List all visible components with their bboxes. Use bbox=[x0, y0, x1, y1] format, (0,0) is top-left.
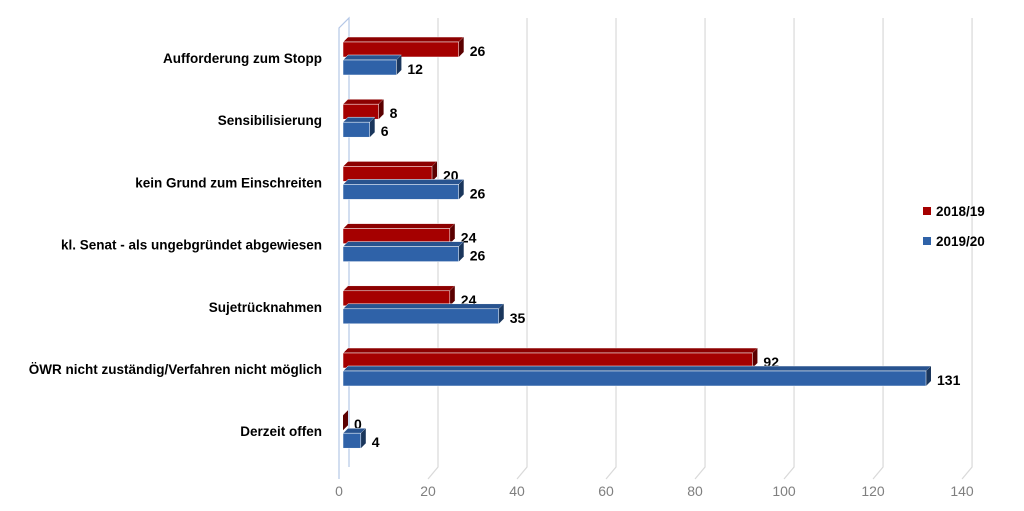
x-tick-label: 0 bbox=[335, 483, 343, 499]
bar-2018-19 bbox=[342, 347, 759, 369]
legend-label: 2019/20 bbox=[936, 234, 985, 249]
x-tick-label: 140 bbox=[950, 483, 974, 499]
bar-side-face bbox=[752, 348, 758, 368]
bar-2019-20 bbox=[342, 241, 465, 262]
category-label: Aufforderung zum Stopp bbox=[163, 51, 322, 66]
data-label: 26 bbox=[470, 185, 486, 201]
data-label: 26 bbox=[470, 43, 486, 59]
bar-front-face bbox=[342, 308, 500, 325]
gridline bbox=[872, 18, 884, 480]
data-label: 24 bbox=[461, 230, 477, 246]
bar-top-face bbox=[342, 223, 456, 229]
bar-top-face bbox=[342, 241, 465, 247]
legend-label: 2018/19 bbox=[936, 204, 985, 219]
data-label: 131 bbox=[937, 372, 961, 388]
bar-2018-19 bbox=[342, 410, 349, 431]
data-label: 8 bbox=[390, 105, 398, 121]
bar-top-face bbox=[342, 303, 505, 310]
bar-side-face bbox=[458, 241, 464, 262]
bar-2019-20 bbox=[342, 116, 376, 138]
legend-swatch bbox=[923, 237, 931, 245]
category-label: kein Grund zum Einschreiten bbox=[135, 175, 322, 190]
bar-side-face bbox=[458, 37, 464, 57]
bar-2019-20 bbox=[342, 54, 403, 76]
bar-top-face bbox=[342, 161, 438, 167]
bar-top-face bbox=[342, 54, 403, 61]
bar-front-face bbox=[342, 59, 397, 76]
x-tick-label: 40 bbox=[509, 483, 525, 499]
bar-front-face bbox=[342, 432, 362, 449]
legend-swatch bbox=[923, 207, 931, 215]
bar-side-face bbox=[926, 366, 931, 386]
bar-2018-19 bbox=[342, 285, 456, 307]
bar-side-face bbox=[458, 179, 464, 200]
x-tick-label: 80 bbox=[687, 483, 703, 499]
category-label: kl. Senat - als ungebgründet abgewiesen bbox=[61, 238, 322, 253]
bar-side-face bbox=[498, 303, 504, 324]
bar-side-face bbox=[360, 428, 366, 449]
gridline bbox=[605, 18, 617, 480]
bar-front-face bbox=[342, 184, 459, 200]
category-label: Sujetrücknahmen bbox=[209, 300, 322, 315]
bar-top-face bbox=[342, 98, 385, 105]
gridline bbox=[961, 18, 973, 480]
x-tick-label: 100 bbox=[772, 483, 796, 499]
bar-side-face bbox=[396, 55, 402, 75]
data-label: 35 bbox=[510, 310, 526, 326]
gridline bbox=[427, 18, 439, 480]
bar-side-face bbox=[449, 223, 455, 244]
x-tick-label: 60 bbox=[598, 483, 614, 499]
bar-side-face bbox=[343, 410, 348, 431]
bar-2018-19 bbox=[342, 223, 456, 244]
bar-top-face bbox=[342, 116, 376, 123]
bar-2019-20 bbox=[342, 427, 367, 449]
data-label: 26 bbox=[470, 248, 486, 264]
bar-2019-20 bbox=[342, 179, 465, 200]
category-label: ÖWR nicht zuständig/Verfahren nicht mögl… bbox=[29, 362, 322, 377]
data-label: 4 bbox=[372, 434, 380, 450]
bar-2019-20 bbox=[342, 365, 932, 387]
gridline bbox=[694, 18, 706, 480]
x-tick-label: 20 bbox=[420, 483, 436, 499]
bar-2018-19 bbox=[342, 98, 385, 120]
bar-side-face bbox=[449, 285, 455, 306]
bar-2019-20 bbox=[342, 303, 505, 325]
bar-top-face bbox=[342, 347, 759, 354]
bar-front-face bbox=[342, 121, 370, 138]
gridline bbox=[783, 18, 795, 480]
bar-2018-19 bbox=[342, 161, 438, 182]
category-label: Derzeit offen bbox=[240, 424, 322, 439]
data-label: 12 bbox=[407, 61, 423, 77]
bar-side-face bbox=[369, 117, 375, 138]
bar-2018-19 bbox=[342, 36, 465, 58]
gridline bbox=[516, 18, 528, 480]
bar-front-face bbox=[342, 246, 459, 262]
bar-top-face bbox=[342, 36, 465, 43]
category-label: Sensibilisierung bbox=[218, 113, 322, 128]
data-label: 6 bbox=[381, 123, 389, 139]
data-label: 0 bbox=[354, 416, 362, 432]
x-tick-label: 120 bbox=[861, 483, 885, 499]
bar-side-face bbox=[432, 161, 438, 182]
bar-top-face bbox=[342, 285, 456, 292]
bar-side-face bbox=[378, 99, 384, 120]
bar-top-face bbox=[342, 365, 932, 372]
bar-top-face bbox=[342, 179, 465, 185]
bar-front-face bbox=[342, 370, 927, 387]
